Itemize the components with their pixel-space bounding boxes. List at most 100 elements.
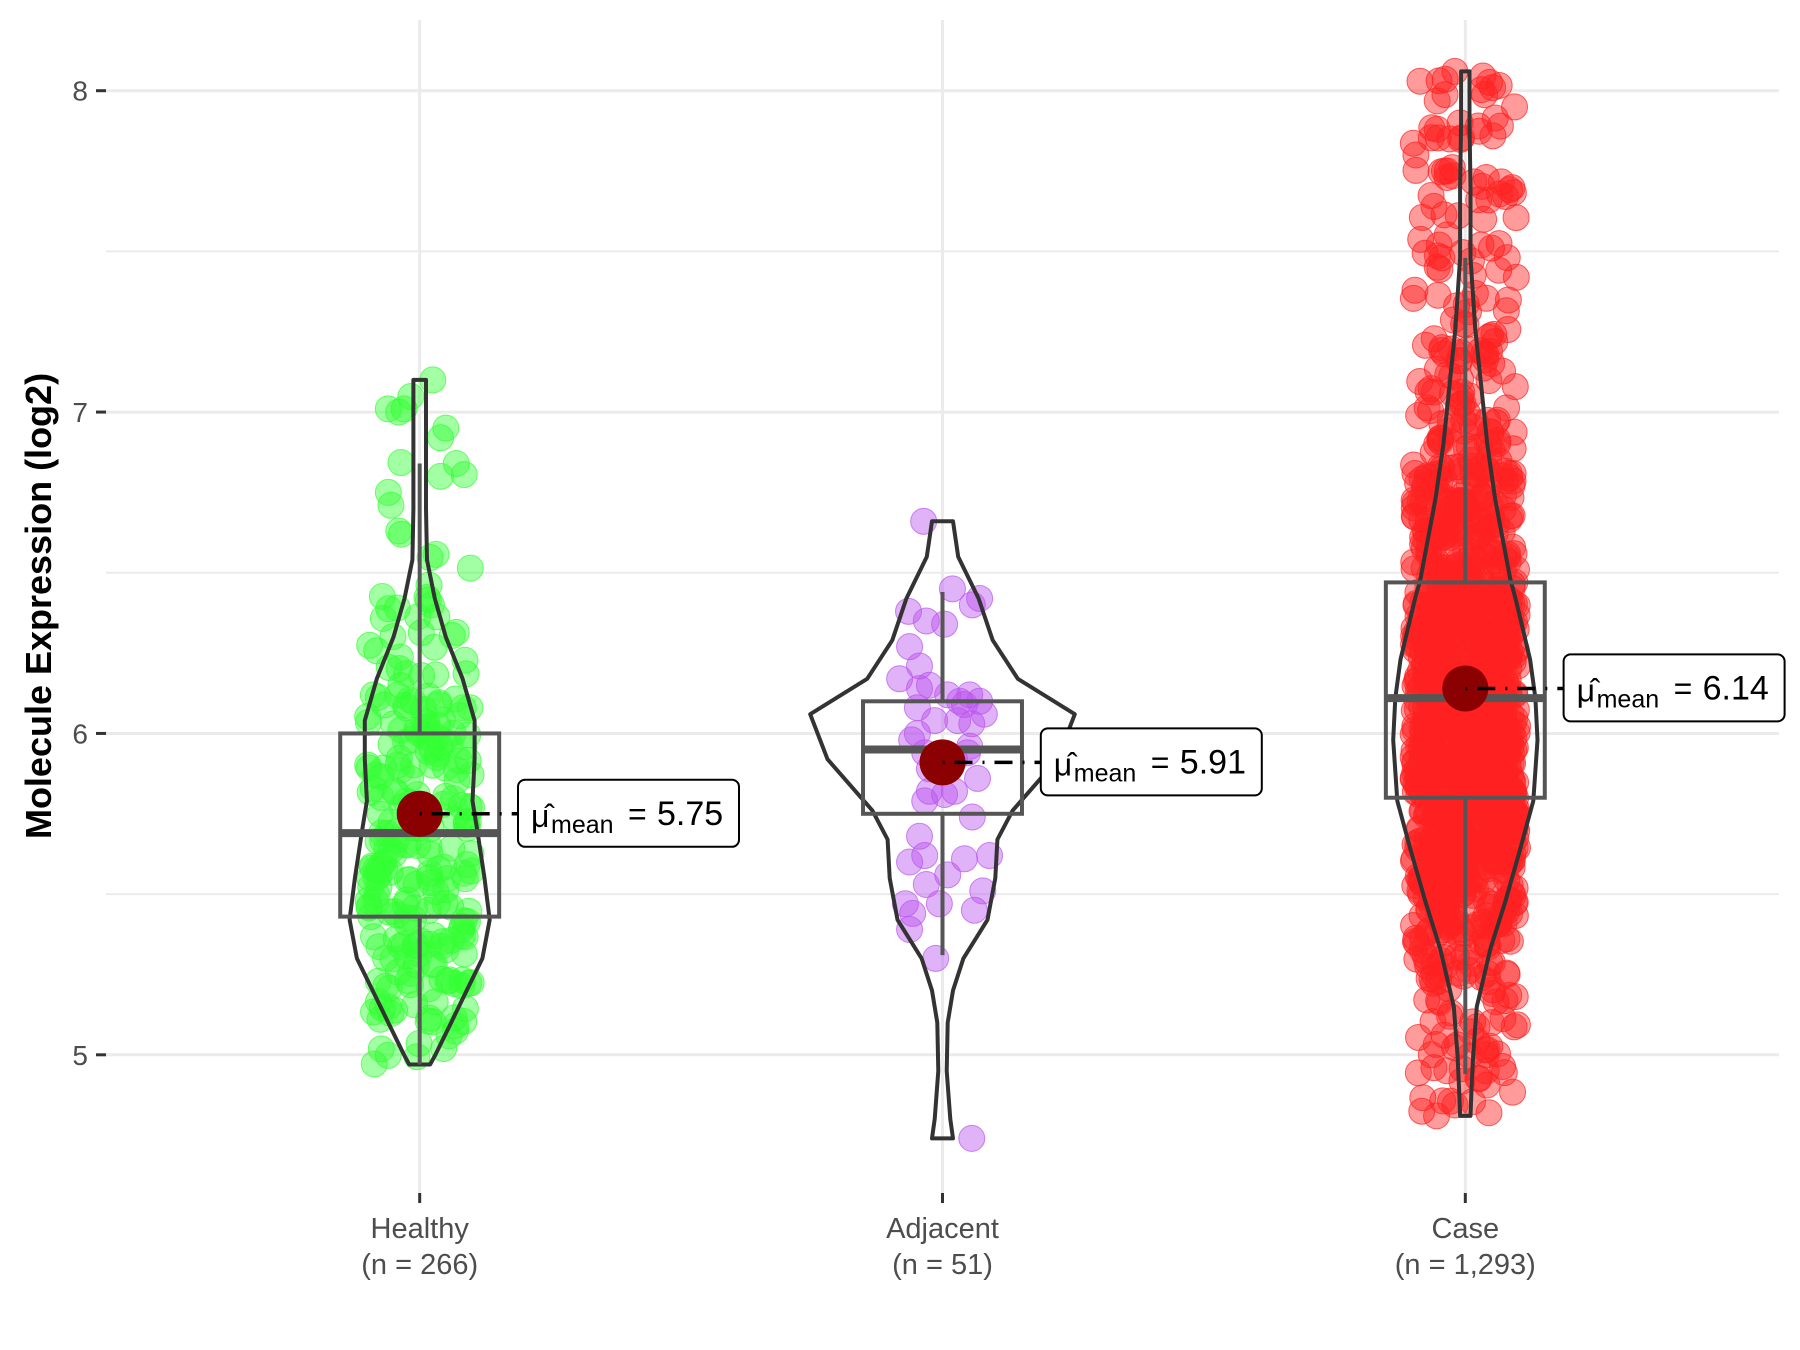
data-point	[1448, 1055, 1476, 1083]
data-point	[387, 520, 415, 548]
data-point	[390, 395, 418, 423]
data-point	[1433, 163, 1461, 191]
mean-label-box	[1562, 653, 1786, 723]
data-point	[964, 764, 992, 792]
data-point	[448, 922, 476, 950]
data-point	[1430, 523, 1458, 551]
data-point	[384, 751, 412, 779]
data-point	[358, 852, 386, 880]
data-point	[1464, 746, 1492, 774]
data-point	[958, 1124, 986, 1152]
data-point	[420, 950, 448, 978]
data-point	[1490, 765, 1518, 793]
data-point	[1486, 112, 1514, 140]
data-point	[950, 845, 978, 873]
data-point	[1401, 778, 1429, 806]
data-point	[1412, 742, 1440, 770]
mean-value: 5.75	[657, 795, 723, 833]
data-point	[370, 754, 398, 782]
data-point	[374, 1041, 402, 1069]
data-point	[1475, 1099, 1503, 1127]
mean-value: 6.14	[1703, 669, 1769, 707]
data-point	[1423, 87, 1451, 115]
data-point	[1423, 1102, 1451, 1130]
data-point	[944, 707, 972, 735]
data-point	[925, 890, 953, 918]
mean-label-adjacent: μ̂ mean = 5.91	[1039, 727, 1263, 797]
data-point	[384, 681, 412, 709]
y-axis-title: Molecule Expression (log2)	[18, 373, 59, 839]
data-point	[399, 688, 427, 716]
data-point	[1472, 163, 1500, 191]
data-point	[1485, 256, 1513, 284]
box-adjacent	[861, 699, 1024, 816]
data-point	[393, 886, 421, 914]
data-point	[423, 740, 451, 768]
data-point	[382, 925, 410, 953]
mean-subscript: mean	[1074, 759, 1137, 787]
data-point	[1420, 733, 1448, 761]
data-point	[1489, 1005, 1517, 1033]
data-point	[1492, 297, 1520, 325]
data-point	[1453, 939, 1481, 967]
data-point	[1477, 234, 1505, 262]
data-point	[1418, 840, 1446, 868]
data-point	[1402, 156, 1430, 184]
mean-label-case: μ̂ mean = 6.14	[1562, 653, 1786, 723]
data-point	[427, 424, 455, 452]
mean-equals: =	[1674, 670, 1693, 706]
data-point	[1418, 114, 1446, 142]
data-point	[394, 966, 422, 994]
violins	[347, 69, 1540, 1141]
data-point	[1477, 801, 1505, 829]
data-point	[1478, 845, 1506, 873]
data-point	[1499, 1078, 1527, 1106]
data-point	[960, 896, 988, 924]
data-point	[1441, 615, 1469, 643]
violin-case	[1391, 69, 1540, 1118]
data-point	[427, 462, 455, 490]
data-point	[1401, 712, 1429, 740]
data-point	[450, 461, 478, 489]
x-tick-count-healthy: (n = 266)	[361, 1249, 478, 1281]
data-point	[1442, 589, 1470, 617]
data-point	[1428, 244, 1456, 272]
data-point	[1420, 325, 1448, 353]
data-point	[1419, 1008, 1447, 1036]
data-point	[1419, 578, 1447, 606]
data-point	[1485, 71, 1513, 99]
data-point	[1493, 960, 1521, 988]
y-axis: 5 6 7 8	[72, 76, 106, 1071]
data-point	[1404, 666, 1432, 694]
data-point	[1464, 112, 1492, 140]
data-point	[360, 923, 388, 951]
violin-healthy	[347, 377, 492, 1067]
data-point	[454, 747, 482, 775]
data-point	[1500, 418, 1528, 446]
data-point	[1470, 205, 1498, 233]
data-point	[1408, 203, 1436, 231]
data-point	[1501, 983, 1529, 1011]
data-point	[1442, 453, 1470, 481]
data-point	[366, 800, 394, 828]
data-point	[1478, 624, 1506, 652]
data-point	[1479, 122, 1507, 150]
data-point	[1400, 502, 1428, 530]
data-point	[1402, 141, 1430, 169]
data-point	[1425, 67, 1453, 95]
data-point	[938, 575, 966, 603]
data-point	[1437, 910, 1465, 938]
data-point	[1407, 225, 1435, 253]
data-point	[1482, 409, 1510, 437]
data-point	[1415, 964, 1443, 992]
data-point	[396, 971, 424, 999]
data-point	[1501, 93, 1529, 121]
data-point	[1413, 394, 1441, 422]
data-point	[385, 655, 413, 683]
data-point	[1475, 473, 1503, 501]
data-point	[377, 491, 405, 519]
data-point	[1467, 231, 1495, 259]
data-point	[899, 899, 927, 927]
data-point	[1417, 182, 1445, 210]
data-point	[362, 855, 390, 883]
